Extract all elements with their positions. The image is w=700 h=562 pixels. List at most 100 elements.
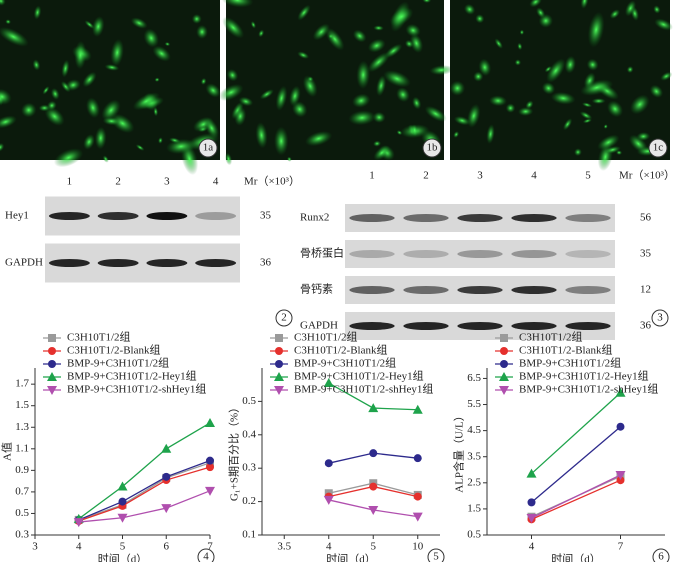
marker: [206, 456, 214, 465]
cell: [130, 17, 148, 29]
lane-label: 3: [164, 176, 170, 188]
cell: [541, 82, 556, 95]
cell: [44, 106, 65, 126]
cell: [372, 111, 386, 123]
cell: [297, 4, 311, 21]
cell: [449, 80, 466, 96]
marker: [205, 486, 215, 496]
panel-label: 5: [433, 551, 439, 562]
cell: [424, 105, 447, 122]
legend-label: C3H10T1/2-Blank组: [519, 343, 613, 357]
cell: [238, 96, 254, 107]
cell: [191, 14, 202, 24]
cell: [0, 0, 6, 6]
row-label: Runx2: [300, 212, 329, 224]
band: [565, 214, 611, 222]
cell: [582, 118, 592, 124]
cell: [143, 28, 159, 48]
y-tick-label: 0.2: [242, 495, 256, 507]
cell: [83, 134, 95, 150]
row-mr: 12: [640, 284, 651, 296]
x-axis-label: 时间（d）: [326, 553, 376, 562]
band: [565, 322, 611, 330]
cell: [302, 75, 318, 98]
cell: [409, 33, 424, 54]
y-tick-label: 2.5: [467, 476, 481, 488]
band: [48, 212, 90, 220]
cell: [591, 98, 606, 104]
cell: [164, 41, 171, 47]
cell: [110, 38, 124, 67]
panel-badge: [275, 309, 293, 327]
cell: [654, 18, 673, 31]
cell: [50, 87, 60, 100]
marker: [500, 334, 508, 342]
y-tick-label: 4.5: [467, 424, 481, 436]
cell: [273, 126, 289, 156]
cell: [33, 5, 42, 20]
band: [511, 250, 557, 258]
x-axis-label: 时间（d）: [98, 553, 148, 562]
marker: [412, 404, 423, 414]
cell: [60, 81, 71, 93]
lane-label: 1: [369, 170, 375, 182]
cell: [196, 24, 208, 39]
cell: [389, 7, 414, 27]
panel-badge: [652, 548, 670, 562]
panel-badge: [197, 548, 215, 562]
cell: [626, 66, 634, 74]
cell: [74, 40, 87, 70]
y-tick-label: 1.5: [15, 399, 29, 411]
x-tick-label: 7: [207, 541, 213, 553]
panel-badge: [198, 138, 218, 158]
cell: [94, 126, 107, 150]
band: [195, 212, 237, 220]
marker: [526, 468, 537, 478]
cell: [275, 85, 288, 111]
mr-label: Mr（×10³）: [619, 169, 675, 182]
x-tick-label: 5: [371, 541, 377, 553]
panel-label: 6: [658, 551, 664, 562]
cell: [422, 0, 432, 4]
cell: [135, 144, 145, 151]
marker: [275, 360, 283, 368]
legend-label: BMP-9+C3H10T1/2组: [294, 356, 396, 370]
y-axis-label: A值: [1, 442, 14, 461]
series-line: [78, 460, 211, 521]
cell: [630, 94, 650, 115]
band: [403, 322, 449, 330]
band: [457, 214, 503, 222]
panel-label: 2: [281, 312, 287, 324]
lane-label: 4: [213, 176, 219, 188]
legend-label: C3H10T1/2组: [519, 330, 583, 344]
marker: [275, 334, 283, 342]
x-tick-label: 3: [32, 541, 38, 553]
row-mr: 35: [640, 248, 652, 260]
cell: [289, 85, 301, 107]
cell: [453, 116, 471, 126]
y-tick-label: 1.3: [15, 421, 29, 433]
marker: [368, 403, 379, 413]
y-tick-label: 5.5: [467, 398, 481, 410]
cell: [404, 39, 414, 48]
row-mr: 36: [260, 257, 272, 269]
marker: [117, 481, 128, 491]
cell: [53, 148, 84, 168]
marker: [499, 372, 509, 381]
marker: [274, 372, 284, 381]
marker: [369, 449, 378, 458]
cell: [636, 131, 651, 141]
band: [349, 214, 395, 222]
cell: [0, 115, 17, 129]
marker: [118, 497, 127, 506]
lane-label: 2: [423, 170, 429, 182]
cell: [312, 23, 330, 41]
band: [511, 286, 557, 294]
marker: [500, 347, 508, 355]
cell: [38, 104, 51, 112]
cell: [517, 42, 523, 51]
panel-badge: [651, 309, 669, 327]
legend-label: BMP-9+C3H10T1/2-Hey1组: [67, 369, 197, 383]
y-axis-label: ALP含量（U/L）: [452, 410, 466, 493]
y-tick-label: 6.5: [467, 372, 481, 384]
